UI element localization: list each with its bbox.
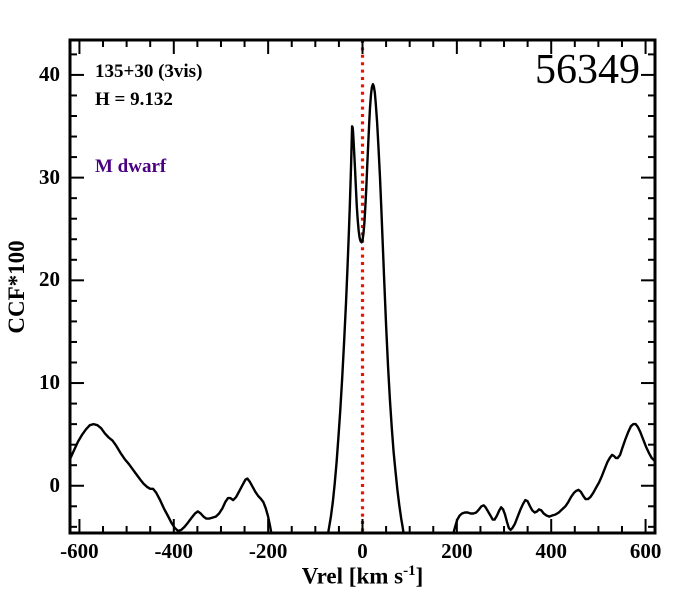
field-visits-annotation: 135+30 (3vis) <box>95 61 203 82</box>
x-tick-label: 200 <box>441 539 473 563</box>
x-tick-label: -600 <box>60 539 99 563</box>
y-tick-label: 30 <box>39 164 60 189</box>
x-axis-title-main: Vrel [km s <box>301 563 404 589</box>
y-tick-label: 40 <box>39 61 60 86</box>
x-axis-title-close: ] <box>415 563 424 589</box>
x-tick-label: -400 <box>154 539 194 563</box>
x-tick-label: 0 <box>357 539 368 563</box>
x-axis-title-superscript: -1 <box>403 563 416 579</box>
y-tick-label: 20 <box>39 267 60 292</box>
h-magnitude-annotation: H = 9.132 <box>95 89 173 110</box>
template-type-label: M dwarf <box>95 156 167 177</box>
y-tick-label: 0 <box>49 472 61 497</box>
ccf-curve-segment <box>452 422 655 533</box>
x-tick-label: 600 <box>629 539 662 563</box>
x-tick-label: 400 <box>535 539 567 563</box>
y-tick-label: 10 <box>39 370 60 395</box>
y-axis-title: CCF*100 <box>3 240 29 334</box>
star-id-title: 56349 <box>535 47 640 93</box>
ccf-curve-segment <box>326 82 405 533</box>
ccf-curve-segment <box>70 422 273 533</box>
x-axis-title: Vrel [km s-1] <box>70 563 655 590</box>
plot-frame <box>68 38 657 535</box>
x-tick-label: -200 <box>248 539 288 563</box>
